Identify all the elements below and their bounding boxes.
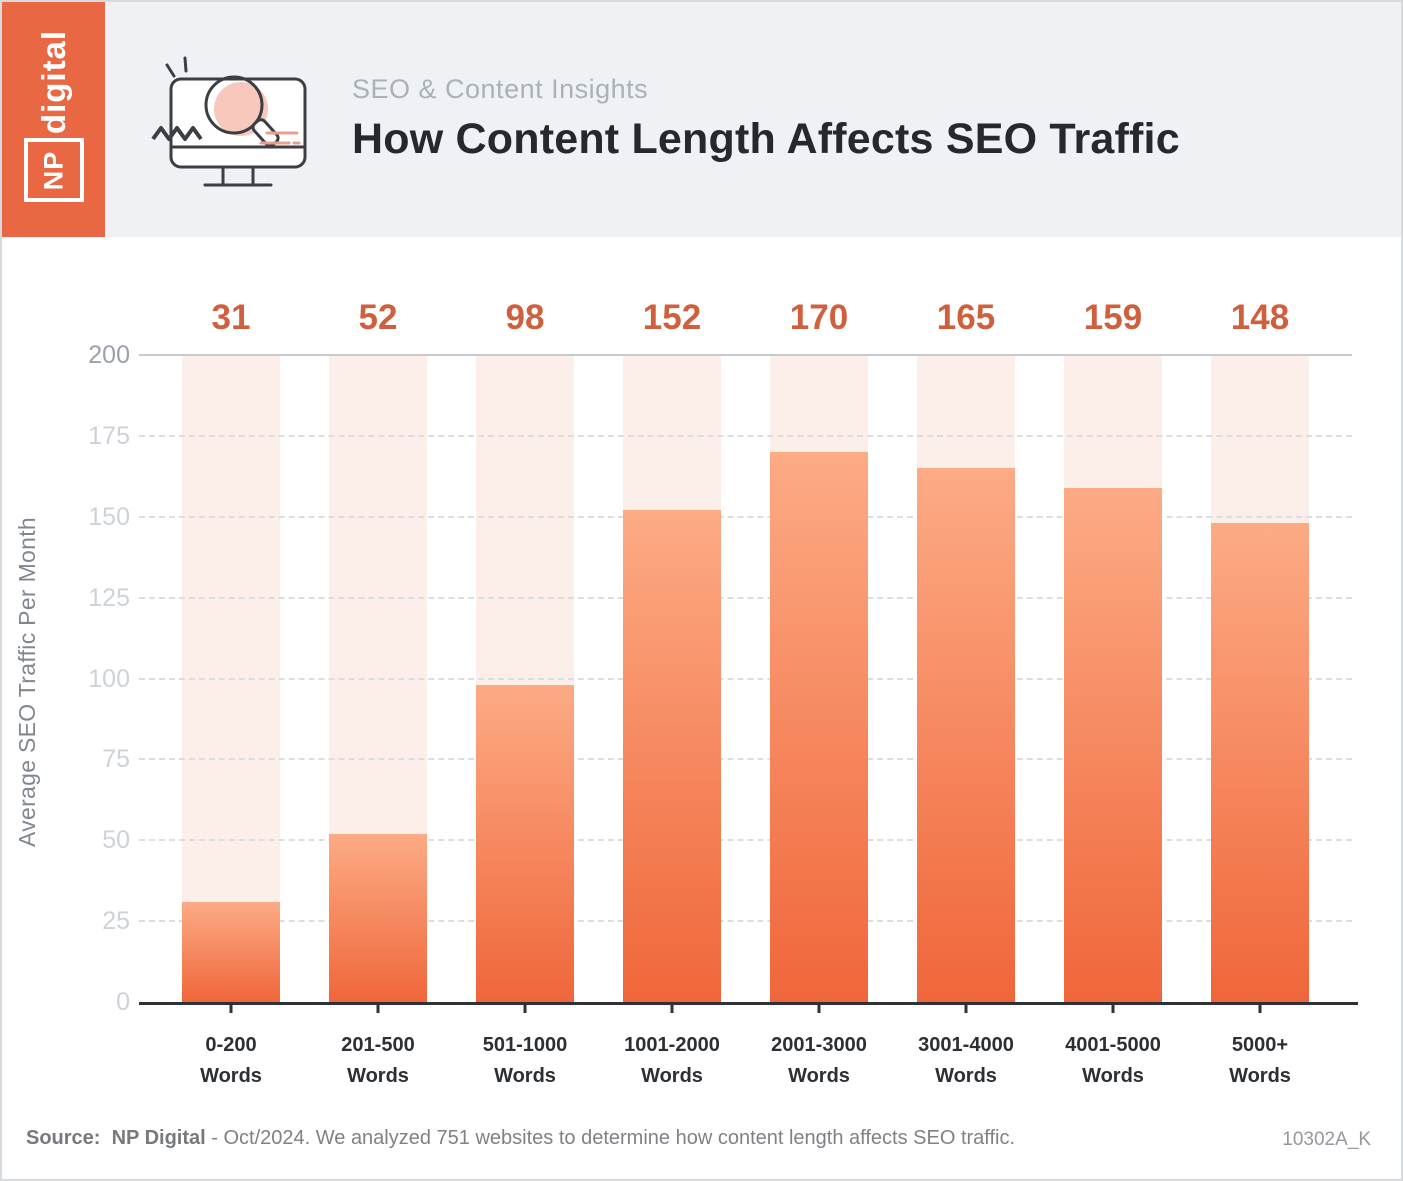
- source-label: Source:: [26, 1127, 101, 1149]
- x-axis-line: [139, 1002, 1358, 1005]
- value-label-2001-3000: 170: [789, 298, 849, 337]
- y-tick-label-0: 0: [116, 988, 130, 1016]
- reference-code: 10302A_K: [1282, 1129, 1371, 1150]
- source-note: Source: NP Digital - Oct/2024. We analyz…: [26, 1127, 1015, 1150]
- x-axis-tick: [523, 1002, 527, 1013]
- y-tick-label-150: 150: [88, 502, 130, 531]
- gridline-50: [139, 839, 1352, 842]
- source-name: NP Digital: [111, 1127, 206, 1149]
- y-tick-label-25: 25: [102, 907, 130, 936]
- header-band: digital NP: [2, 2, 1401, 237]
- eyebrow-label: SEO & Content Insights: [352, 74, 649, 104]
- x-category-label: 2001-3000 Words: [771, 1034, 867, 1087]
- bar-3001-4000: [917, 468, 1015, 1002]
- x-category-label: 501-1000 Words: [482, 1034, 568, 1087]
- x-axis-tick: [817, 1002, 821, 1013]
- gridline-150: [139, 515, 1352, 518]
- logo-np-text: NP: [37, 150, 68, 190]
- x-category-label: 4001-5000 Words: [1065, 1034, 1161, 1087]
- value-label-4001-5000: 159: [1083, 298, 1143, 337]
- value-label-3001-4000: 165: [936, 298, 996, 337]
- source-text: - Oct/2024. We analyzed 751 websites to …: [211, 1127, 1016, 1149]
- gridline-175: [139, 434, 1352, 437]
- bar-201-500: [329, 833, 427, 1002]
- monitor-stand: [203, 165, 273, 187]
- plot-area: 31 0-200 Words 52 201-500 Words 98 501-1000 Word…: [139, 298, 1358, 1087]
- np-digital-logo: digital NP: [2, 2, 105, 237]
- gridline-125: [139, 596, 1352, 599]
- logo-digital-text: digital: [34, 29, 72, 135]
- bar-4001-5000: [1064, 487, 1162, 1002]
- y-tick-label-75: 75: [102, 745, 130, 774]
- y-axis-labels: 0 25 50 75 100 125 150 175 200: [24, 343, 130, 1015]
- bar-column-2001-3000: 170 2001-3000 Words: [770, 298, 868, 1087]
- y-tick-label-125: 125: [88, 583, 130, 612]
- zigzag-line: [151, 126, 203, 141]
- value-label-1001-2000: 152: [642, 298, 702, 337]
- x-category-label: 5000+ Words: [1229, 1034, 1291, 1087]
- y-tick-label-200: 200: [88, 341, 130, 369]
- x-category-label: 3001-4000 Words: [918, 1034, 1014, 1087]
- magnifier-lens-icon: [204, 75, 264, 135]
- y-tick-label-100: 100: [88, 664, 130, 693]
- x-category-label: 1001-2000 Words: [624, 1034, 720, 1087]
- x-axis-tick: [376, 1002, 380, 1013]
- bar-1001-2000: [623, 510, 721, 1002]
- bar-5000+: [1211, 523, 1309, 1002]
- x-axis-tick: [1258, 1002, 1262, 1013]
- bar-column-5000+: 148 5000+ Words: [1211, 298, 1309, 1087]
- x-axis-tick: [229, 1002, 233, 1013]
- footer: Source: NP Digital - Oct/2024. We analyz…: [2, 1117, 1401, 1179]
- bar-column-4001-5000: 159 4001-5000 Words: [1064, 298, 1162, 1087]
- logo-np-badge: NP: [23, 138, 84, 202]
- value-label-501-1000: 98: [505, 298, 545, 337]
- bar-501-1000: [476, 684, 574, 1002]
- page-title: How Content Length Affects SEO Traffic: [352, 115, 1180, 163]
- x-category-label: 0-200 Words: [200, 1034, 262, 1087]
- value-label-201-500: 52: [358, 298, 398, 337]
- bar-column-1001-2000: 152 1001-2000 Words: [623, 298, 721, 1087]
- header-titles: SEO & Content Insights How Content Lengt…: [352, 74, 1180, 164]
- gridline-100: [139, 677, 1352, 680]
- x-axis-tick: [670, 1002, 674, 1013]
- value-label-0-200: 31: [211, 298, 251, 337]
- value-label-5000+: 148: [1230, 298, 1290, 337]
- y-tick-label-50: 50: [102, 826, 130, 855]
- x-axis-tick: [1111, 1002, 1115, 1013]
- bar-column-3001-4000: 165 3001-4000 Words: [917, 298, 1015, 1087]
- x-axis-tick: [964, 1002, 968, 1013]
- bar-2001-3000: [770, 452, 868, 1002]
- bar-0-200: [182, 901, 280, 1002]
- sparkle-icon: [165, 63, 176, 78]
- gridline-25: [139, 920, 1352, 923]
- gridline-200: [139, 354, 1352, 356]
- x-category-label: 201-500 Words: [341, 1034, 415, 1087]
- gridline-75: [139, 758, 1352, 761]
- bar-columns: 31 0-200 Words 52 201-500 Words 98 501-1000 Word…: [139, 298, 1352, 1087]
- y-tick-label-175: 175: [88, 421, 130, 450]
- monitor-search-icon: [147, 42, 322, 207]
